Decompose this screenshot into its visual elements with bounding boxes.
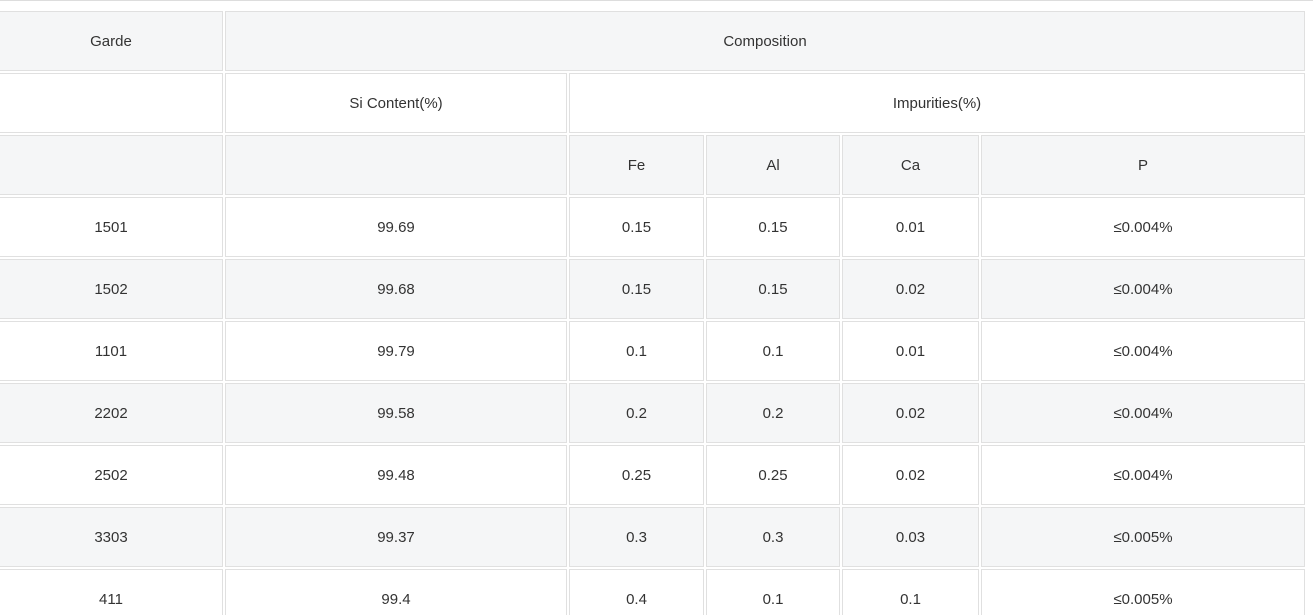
table-cell: 1101 — [0, 321, 223, 381]
table-cell: 0.4 — [569, 569, 704, 615]
table-cell: 0.1 — [569, 321, 704, 381]
table-cell: ≤0.004% — [981, 383, 1305, 443]
table-cell: ≤0.005% — [981, 507, 1305, 567]
table-cell: 1502 — [0, 259, 223, 319]
table-cell: 0.25 — [706, 445, 840, 505]
header-cell: Composition — [225, 11, 1305, 71]
table-cell: 99.68 — [225, 259, 567, 319]
table-cell: 99.69 — [225, 197, 567, 257]
empty-cell — [225, 135, 567, 195]
header-cell: P — [981, 135, 1305, 195]
table-cell: 0.15 — [569, 197, 704, 257]
header-cell: Fe — [569, 135, 704, 195]
table-cell: 1501 — [0, 197, 223, 257]
table-cell: 99.4 — [225, 569, 567, 615]
table-cell: 0.15 — [706, 259, 840, 319]
table-cell: 99.48 — [225, 445, 567, 505]
table-cell: 99.79 — [225, 321, 567, 381]
table-cell: 3303 — [0, 507, 223, 567]
table-cell: 0.3 — [706, 507, 840, 567]
table-cell: 0.01 — [842, 197, 979, 257]
table-cell: 0.1 — [842, 569, 979, 615]
table-cell: 0.02 — [842, 445, 979, 505]
table-cell: 0.02 — [842, 383, 979, 443]
table-cell: 0.3 — [569, 507, 704, 567]
header-cell: Al — [706, 135, 840, 195]
header-cell: Si Content(%) — [225, 73, 567, 133]
header-cell: Ca — [842, 135, 979, 195]
table-cell: 0.2 — [569, 383, 704, 443]
header-cell: Impurities(%) — [569, 73, 1305, 133]
table-cell: 0.01 — [842, 321, 979, 381]
table-cell: 99.37 — [225, 507, 567, 567]
table-cell: 0.02 — [842, 259, 979, 319]
header-cell: Garde — [0, 11, 223, 71]
table-cell: 0.1 — [706, 321, 840, 381]
empty-cell — [0, 73, 223, 133]
table-cell: 99.58 — [225, 383, 567, 443]
table-cell: 411 — [0, 569, 223, 615]
table-cell: ≤0.005% — [981, 569, 1305, 615]
table-cell: ≤0.004% — [981, 445, 1305, 505]
empty-cell — [0, 135, 223, 195]
table-cell: 2202 — [0, 383, 223, 443]
table-cell: 0.15 — [706, 197, 840, 257]
table-cell: 0.15 — [569, 259, 704, 319]
table-cell: 0.1 — [706, 569, 840, 615]
table-cell: 0.25 — [569, 445, 704, 505]
table-cell: ≤0.004% — [981, 197, 1305, 257]
table-cell: ≤0.004% — [981, 321, 1305, 381]
table-cell: 2502 — [0, 445, 223, 505]
table-cell: ≤0.004% — [981, 259, 1305, 319]
table-cell: 0.03 — [842, 507, 979, 567]
table-cell: 0.2 — [706, 383, 840, 443]
